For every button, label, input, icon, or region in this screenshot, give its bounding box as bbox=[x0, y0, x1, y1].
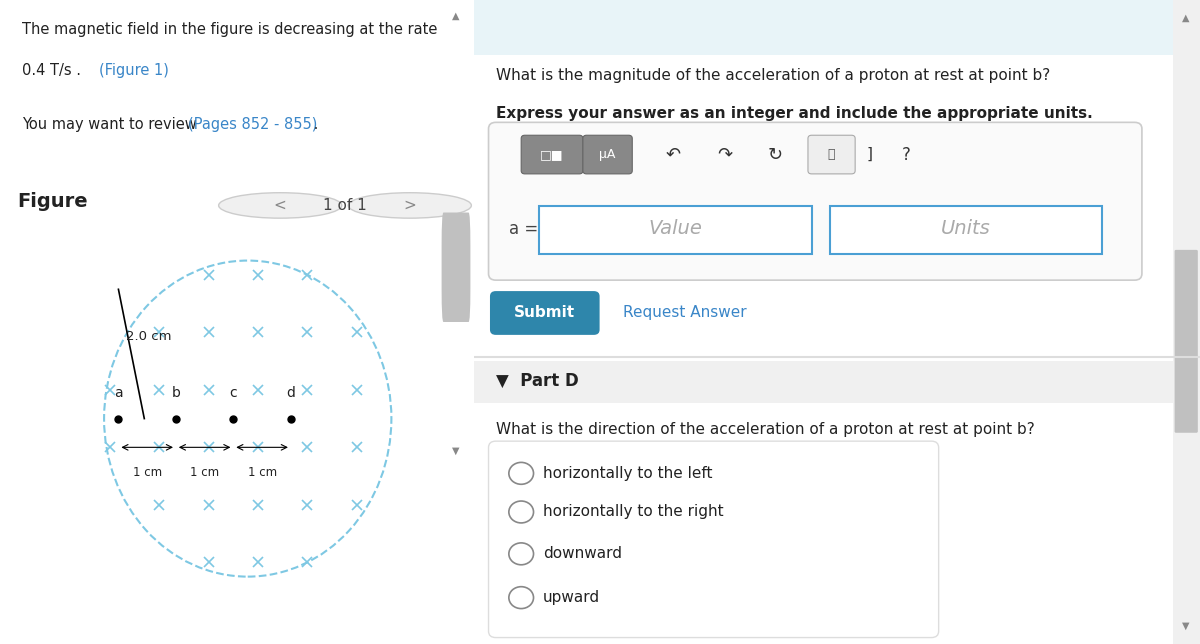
Text: d: d bbox=[287, 386, 295, 400]
FancyBboxPatch shape bbox=[521, 135, 583, 174]
Text: c: c bbox=[229, 386, 238, 400]
Text: horizontally to the right: horizontally to the right bbox=[542, 504, 724, 520]
Text: You may want to review: You may want to review bbox=[22, 117, 202, 132]
Text: >: > bbox=[403, 198, 416, 213]
Text: The magnetic field in the figure is decreasing at the rate: The magnetic field in the figure is decr… bbox=[22, 22, 437, 37]
Text: What is the magnitude of the acceleration of a proton at rest at point b?: What is the magnitude of the acceleratio… bbox=[496, 68, 1050, 82]
Text: Submit: Submit bbox=[514, 305, 575, 321]
Text: b: b bbox=[172, 386, 180, 400]
FancyBboxPatch shape bbox=[490, 291, 600, 335]
FancyBboxPatch shape bbox=[1174, 0, 1200, 644]
FancyBboxPatch shape bbox=[442, 213, 470, 322]
Text: □■: □■ bbox=[540, 148, 564, 161]
Text: ▼: ▼ bbox=[452, 446, 460, 456]
Text: ⌹: ⌹ bbox=[828, 148, 835, 161]
Text: a =: a = bbox=[509, 220, 538, 238]
Text: horizontally to the left: horizontally to the left bbox=[542, 466, 713, 481]
Text: ▲: ▲ bbox=[1182, 13, 1190, 23]
Text: What is the direction of the acceleration of a proton at rest at point b?: What is the direction of the acceleratio… bbox=[496, 422, 1034, 437]
Text: 1 cm: 1 cm bbox=[133, 466, 162, 479]
Text: Value: Value bbox=[649, 219, 703, 238]
Text: Request Answer: Request Answer bbox=[623, 305, 746, 321]
Text: ?: ? bbox=[901, 146, 911, 164]
Text: Units: Units bbox=[941, 219, 991, 238]
Text: 1 cm: 1 cm bbox=[247, 466, 277, 479]
Text: .: . bbox=[308, 117, 318, 132]
Text: ▼: ▼ bbox=[1182, 621, 1190, 631]
FancyBboxPatch shape bbox=[829, 206, 1102, 254]
Text: 1 cm: 1 cm bbox=[190, 466, 220, 479]
Circle shape bbox=[218, 193, 342, 218]
Text: ]: ] bbox=[866, 147, 872, 162]
Text: ↻: ↻ bbox=[768, 146, 782, 164]
Text: ↷: ↷ bbox=[716, 146, 732, 164]
Text: (Figure 1): (Figure 1) bbox=[98, 63, 168, 78]
FancyBboxPatch shape bbox=[539, 206, 811, 254]
Text: 2.0 cm: 2.0 cm bbox=[126, 330, 172, 343]
Text: Express your answer as an integer and include the appropriate units.: Express your answer as an integer and in… bbox=[496, 106, 1092, 121]
FancyBboxPatch shape bbox=[808, 135, 856, 174]
Text: μA: μA bbox=[599, 148, 616, 161]
Text: 0.4 T/s .: 0.4 T/s . bbox=[22, 63, 85, 78]
Text: a: a bbox=[114, 386, 122, 400]
Text: ↶: ↶ bbox=[666, 146, 682, 164]
Text: ▼  Part D: ▼ Part D bbox=[496, 372, 578, 390]
Circle shape bbox=[348, 193, 472, 218]
Text: 1 of 1: 1 of 1 bbox=[323, 198, 367, 213]
Text: (Pages 852 - 855): (Pages 852 - 855) bbox=[188, 117, 318, 132]
Text: <: < bbox=[274, 198, 287, 213]
Text: downward: downward bbox=[542, 546, 622, 562]
Text: upward: upward bbox=[542, 590, 600, 605]
FancyBboxPatch shape bbox=[583, 135, 632, 174]
FancyBboxPatch shape bbox=[488, 441, 938, 638]
FancyBboxPatch shape bbox=[488, 122, 1142, 280]
Text: Figure: Figure bbox=[18, 192, 88, 211]
FancyBboxPatch shape bbox=[1175, 250, 1198, 433]
FancyBboxPatch shape bbox=[474, 0, 1200, 55]
Text: ▲: ▲ bbox=[452, 11, 460, 21]
FancyBboxPatch shape bbox=[474, 361, 1200, 402]
